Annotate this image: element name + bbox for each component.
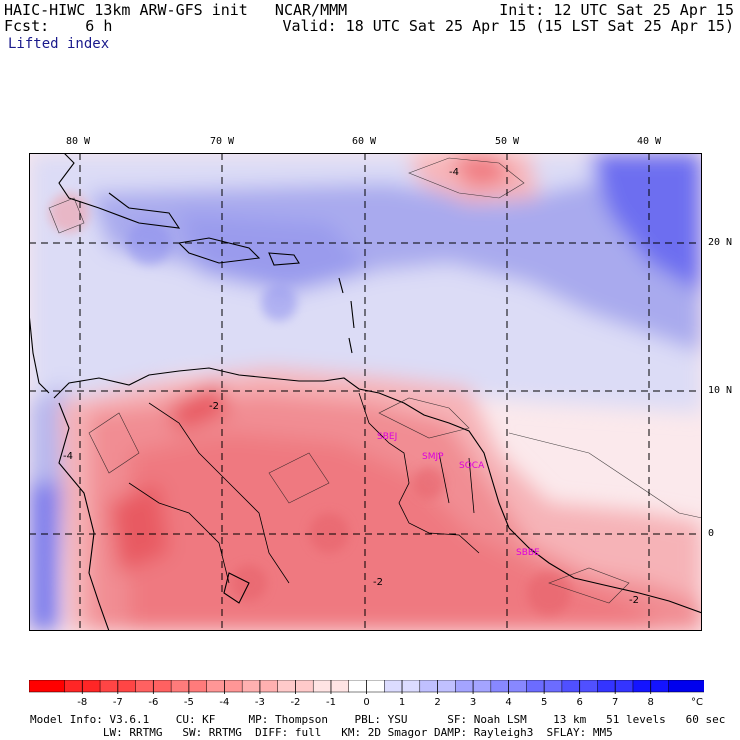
colorbar-tick-label: 0 xyxy=(363,697,369,708)
lifted-index-map: SBEJ SMJP SOCA SBBE -4 -2 -2 -4 -2 xyxy=(29,153,702,631)
colorbar-swatches xyxy=(29,680,704,693)
colorbar-tick-label: 1 xyxy=(399,697,405,708)
contour-label: -4 xyxy=(63,451,73,462)
colorbar-swatch xyxy=(29,680,66,693)
lon-label-70w: 70 W xyxy=(210,136,235,147)
colorbar: -8 -7 -6 -5 -4 -3 -2 -1 0 1 2 3 4 5 6 7 8 °C xyxy=(29,680,704,708)
li-contours xyxy=(48,157,702,604)
graticule xyxy=(29,153,702,631)
colorbar-tick-label: 6 xyxy=(576,697,582,708)
title-line-1: HAIC-HIWC 13km ARW-GFS init NCAR/MMM xyxy=(4,1,348,19)
field-name: Lifted index xyxy=(8,36,110,52)
station-soca: SOCA xyxy=(459,461,485,471)
colorbar-unit: °C xyxy=(691,697,703,708)
lat-label-10n: 10 N xyxy=(708,385,733,396)
model-info-line-1: Model Info: V3.6.1 CU: KF MP: Thompson P… xyxy=(30,713,726,726)
lon-label-40w: 40 W xyxy=(637,136,662,147)
colorbar-tick-label: -4 xyxy=(219,697,229,708)
lon-label-50w: 50 W xyxy=(495,136,520,147)
colorbar-tick-label: -7 xyxy=(113,697,123,708)
lon-label-80w: 80 W xyxy=(66,136,91,147)
colorbar-tick-label: -8 xyxy=(77,697,87,708)
contour-label: -2 xyxy=(629,595,639,606)
colorbar-tick-label: 3 xyxy=(470,697,476,708)
contour-label: -2 xyxy=(373,577,383,588)
colorbar-labels: -8 -7 -6 -5 -4 -3 -2 -1 0 1 2 3 4 5 6 7 8 xyxy=(77,680,654,708)
contour-label: -4 xyxy=(449,167,459,178)
colorbar-tick-label: 5 xyxy=(541,697,547,708)
model-info-line-2: LW: RRTMG SW: RRTMG DIFF: full KM: 2D Sm… xyxy=(30,726,613,739)
colorbar-tick-label: -3 xyxy=(255,697,265,708)
colorbar-tick-label: -6 xyxy=(148,697,158,708)
init-time: Init: 12 UTC Sat 25 Apr 15 xyxy=(499,1,734,19)
lon-label-60w: 60 W xyxy=(352,136,377,147)
colorbar-swatch xyxy=(668,680,704,693)
lat-label-20n: 20 N xyxy=(708,237,733,248)
coastlines xyxy=(29,153,702,631)
colorbar-tick-label: 2 xyxy=(434,697,440,708)
colorbar-tick-label: -5 xyxy=(184,697,194,708)
forecast-hour: Fcst: 6 h xyxy=(4,17,113,35)
station-sbbe: SBBE xyxy=(516,548,540,558)
colorbar-tick-label: 4 xyxy=(505,697,511,708)
station-sbej: SBEJ xyxy=(377,432,397,442)
valid-time: Valid: 18 UTC Sat 25 Apr 15 (15 LST Sat … xyxy=(282,17,734,35)
colorbar-tick-label: 8 xyxy=(648,697,654,708)
colorbar-tick-label: 7 xyxy=(612,697,618,708)
contour-label: -2 xyxy=(209,401,219,412)
colorbar-tick-label: -2 xyxy=(290,697,300,708)
lat-label-0: 0 xyxy=(708,528,715,539)
station-smjp: SMJP xyxy=(422,452,444,462)
colorbar-tick-label: -1 xyxy=(326,697,336,708)
